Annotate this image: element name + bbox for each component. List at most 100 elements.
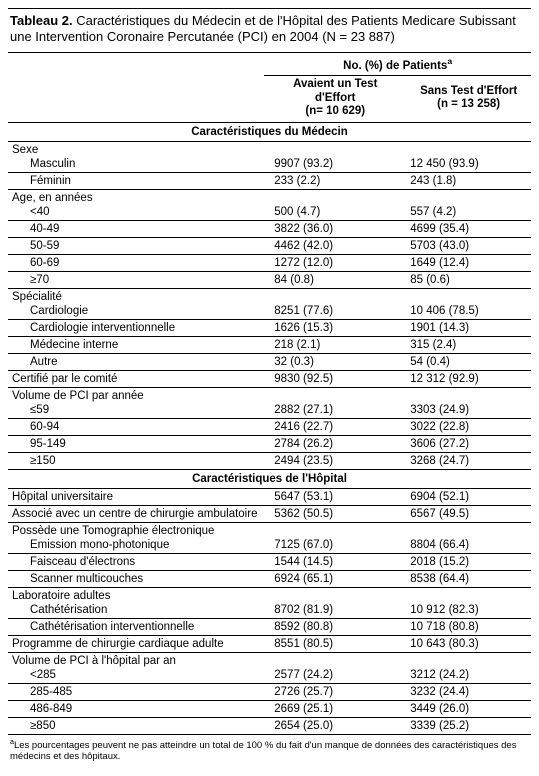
cell: 2577 (24.2): [264, 667, 400, 684]
column-spanner: No. (%) de Patientsa: [264, 52, 531, 73]
cell: 3339 (25.2): [400, 717, 531, 734]
row-label: Cardiologie interventionnelle: [8, 319, 264, 336]
row-assoc: Associé avec un centre de chirurgie ambu…: [8, 505, 264, 522]
section-physician: Caractéristiques du Médecin: [8, 122, 531, 141]
cell: 8251 (77.6): [264, 303, 400, 320]
cell: 5647 (53.1): [264, 488, 400, 505]
row-label: Cathétérisation: [8, 602, 264, 619]
cell: 6567 (49.5): [400, 505, 531, 522]
cell: 4699 (35.4): [400, 220, 531, 237]
cell: 10 406 (78.5): [400, 303, 531, 320]
cell: 4462 (42.0): [264, 237, 400, 254]
row-hopital-univ: Hôpital universitaire: [8, 488, 264, 505]
cell: 7125 (67.0): [264, 537, 400, 554]
cell: 8702 (81.9): [264, 602, 400, 619]
row-label: 60-69: [8, 254, 264, 271]
cell: 1626 (15.3): [264, 319, 400, 336]
cell: 8592 (80.8): [264, 618, 400, 635]
row-label: 486-849: [8, 700, 264, 717]
row-certifie: Certifié par le comité: [8, 370, 264, 387]
cell: 10 912 (82.3): [400, 602, 531, 619]
cell: 2784 (26.2): [264, 435, 400, 452]
cell: 2416 (22.7): [264, 418, 400, 435]
cell: 85 (0.6): [400, 271, 531, 288]
title-bold: Tableau 2.: [10, 13, 73, 28]
cell: 12 450 (93.9): [400, 156, 531, 173]
cell: 10 718 (80.8): [400, 618, 531, 635]
cell: 8551 (80.5): [264, 635, 400, 652]
col-header-without-test: Sans Test d'Effort(n = 13 258): [400, 76, 531, 123]
row-label: Cathétérisation interventionnelle: [8, 618, 264, 635]
cell: 1649 (12.4): [400, 254, 531, 271]
row-label: 40-49: [8, 220, 264, 237]
cell: 3022 (22.8): [400, 418, 531, 435]
row-label: 60-94: [8, 418, 264, 435]
row-label: Autre: [8, 353, 264, 370]
cell: 557 (4.2): [400, 204, 531, 221]
row-label: ≥850: [8, 717, 264, 734]
cell: 9830 (92.5): [264, 370, 400, 387]
cell: 8804 (66.4): [400, 537, 531, 554]
cell: 1272 (12.0): [264, 254, 400, 271]
row-label: 50-59: [8, 237, 264, 254]
group-volume-hopital: Volume de PCI à l'hôpital par an: [8, 652, 264, 667]
row-label: Cardiologie: [8, 303, 264, 320]
cell: 2494 (23.5): [264, 452, 400, 469]
row-label: ≥150: [8, 452, 264, 469]
section-hospital: Caractéristiques de l'Hôpital: [8, 469, 531, 488]
cell: 6924 (65.1): [264, 570, 400, 587]
row-label: <285: [8, 667, 264, 684]
cell: 2654 (25.0): [264, 717, 400, 734]
group-specialite: Spécialité: [8, 288, 264, 303]
group-age: Age, en années: [8, 189, 264, 204]
row-label: Faisceau d'électrons: [8, 553, 264, 570]
row-programme: Programme de chirurgie cardiaque adulte: [8, 635, 264, 652]
cell: 2882 (27.1): [264, 402, 400, 419]
row-label: ≤59: [8, 402, 264, 419]
cell: 2018 (15.2): [400, 553, 531, 570]
group-laboratoire: Laboratoire adultes: [8, 587, 264, 602]
row-label: Médecine interne: [8, 336, 264, 353]
cell: 3303 (24.9): [400, 402, 531, 419]
row-label: ≥70: [8, 271, 264, 288]
cell: 3268 (24.7): [400, 452, 531, 469]
row-label: Emission mono-photonique: [8, 537, 264, 554]
cell: 3449 (26.0): [400, 700, 531, 717]
cell: 5362 (50.5): [264, 505, 400, 522]
cell: 84 (0.8): [264, 271, 400, 288]
row-label: Scanner multicouches: [8, 570, 264, 587]
row-label: Féminin: [8, 172, 264, 189]
cell: 3232 (24.4): [400, 683, 531, 700]
cell: 9907 (93.2): [264, 156, 400, 173]
cell: 8538 (64.4): [400, 570, 531, 587]
group-sexe: Sexe: [8, 141, 264, 156]
group-tomographie: Possède une Tomographie électronique: [8, 522, 264, 537]
row-label: <40: [8, 204, 264, 221]
table-2: Tableau 2. Caractéristiques du Médecin e…: [8, 8, 531, 763]
cell: 233 (2.2): [264, 172, 400, 189]
table-title: Tableau 2. Caractéristiques du Médecin e…: [8, 9, 531, 53]
title-rest: Caractéristiques du Médecin et de l'Hôpi…: [10, 13, 516, 44]
cell: 218 (2.1): [264, 336, 400, 353]
cell: 3212 (24.2): [400, 667, 531, 684]
cell: 1544 (14.5): [264, 553, 400, 570]
cell: 6904 (52.1): [400, 488, 531, 505]
row-label: 285-485: [8, 683, 264, 700]
cell: 1901 (14.3): [400, 319, 531, 336]
cell: 315 (2.4): [400, 336, 531, 353]
cell: 3822 (36.0): [264, 220, 400, 237]
cell: 3606 (27.2): [400, 435, 531, 452]
cell: 2726 (25.7): [264, 683, 400, 700]
cell: 10 643 (80.3): [400, 635, 531, 652]
group-volume-pci: Volume de PCI par année: [8, 387, 264, 402]
row-label: 95-149: [8, 435, 264, 452]
table-footnote: aLes pourcentages peuvent ne pas atteind…: [8, 734, 531, 763]
cell: 500 (4.7): [264, 204, 400, 221]
row-label: Masculin: [8, 156, 264, 173]
cell: 2669 (25.1): [264, 700, 400, 717]
cell: 5703 (43.0): [400, 237, 531, 254]
col-header-with-test: Avaient un Test d'Effort(n= 10 629): [264, 76, 400, 123]
cell: 32 (0.3): [264, 353, 400, 370]
cell: 243 (1.8): [400, 172, 531, 189]
cell: 54 (0.4): [400, 353, 531, 370]
